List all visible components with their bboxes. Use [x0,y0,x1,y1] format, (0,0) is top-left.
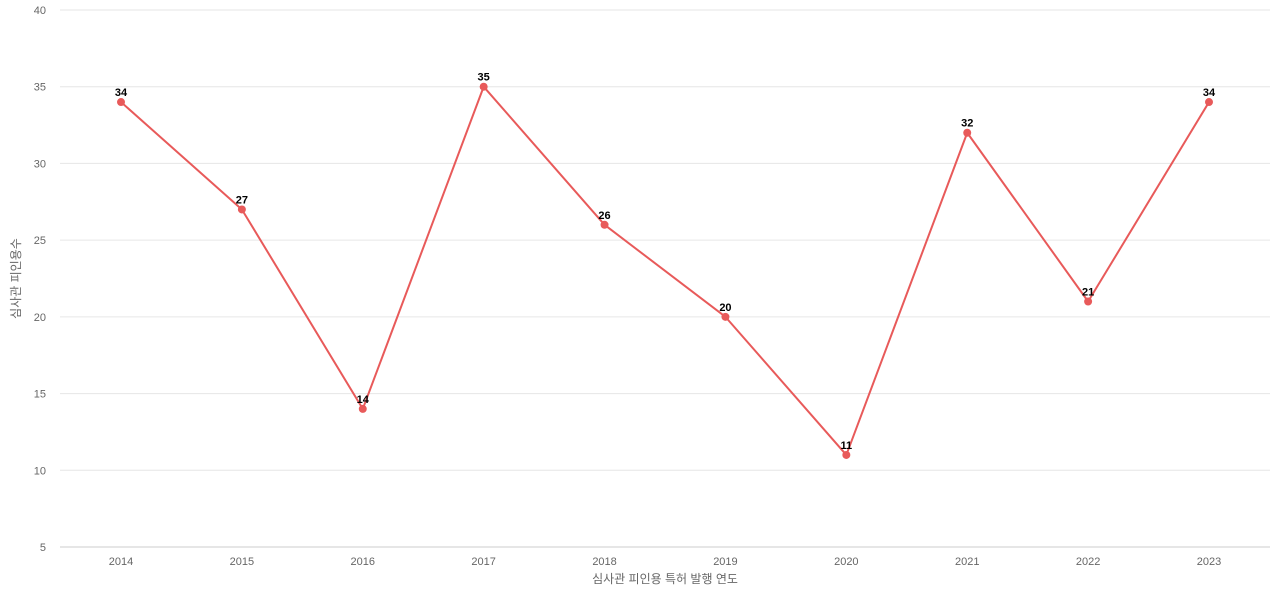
y-tick-label: 10 [34,465,46,477]
data-label: 20 [719,302,731,314]
data-label: 14 [357,394,370,406]
x-tick-label: 2020 [834,556,858,568]
x-tick-label: 2017 [471,556,495,568]
x-tick-label: 2023 [1197,556,1221,568]
series-line [120,85,1210,456]
x-tick-label: 2018 [592,556,616,568]
x-tick-label: 2014 [109,556,133,568]
x-tick-label: 2019 [713,556,737,568]
x-tick-label: 2021 [955,556,979,568]
data-labels: 34 27 14 35 26 20 11 32 21 34 [115,72,1216,452]
x-axis-title: 심사관 피인용 특허 발행 연도 [592,571,738,586]
data-point [479,82,488,91]
y-axis-title: 심사관 피인용수 [9,238,23,319]
y-tick-label: 40 [34,5,46,17]
x-tick-label: 2016 [351,556,375,568]
y-tick-label: 20 [34,312,46,324]
y-tick-label: 30 [34,158,46,170]
grid [60,9,1270,548]
y-tick-label: 5 [40,542,46,554]
x-axis-ticks: 2014 2015 2016 2017 2018 2019 2020 2021 2022 2023 [109,556,1221,568]
data-point [117,98,125,107]
data-point [237,205,246,214]
y-axis-ticks: 5 10 15 20 25 30 35 40 [34,5,46,554]
data-label: 32 [961,118,973,130]
data-point [358,404,367,413]
data-label: 35 [478,72,490,84]
x-tick-label: 2015 [230,556,254,568]
data-label: 34 [1203,87,1216,99]
data-label: 27 [236,194,248,206]
series-layer [117,82,1213,459]
data-point [1205,98,1213,107]
y-tick-label: 25 [34,235,46,247]
data-point [963,128,972,137]
data-point [600,220,609,229]
data-label: 26 [598,210,610,222]
data-point [1084,297,1093,306]
data-label: 11 [841,440,853,452]
x-tick-label: 2022 [1076,556,1100,568]
data-point [842,450,851,459]
data-point [721,312,730,321]
data-label: 21 [1082,287,1094,299]
y-tick-label: 35 [34,82,46,94]
data-label: 34 [115,87,128,99]
y-tick-label: 15 [34,389,46,401]
